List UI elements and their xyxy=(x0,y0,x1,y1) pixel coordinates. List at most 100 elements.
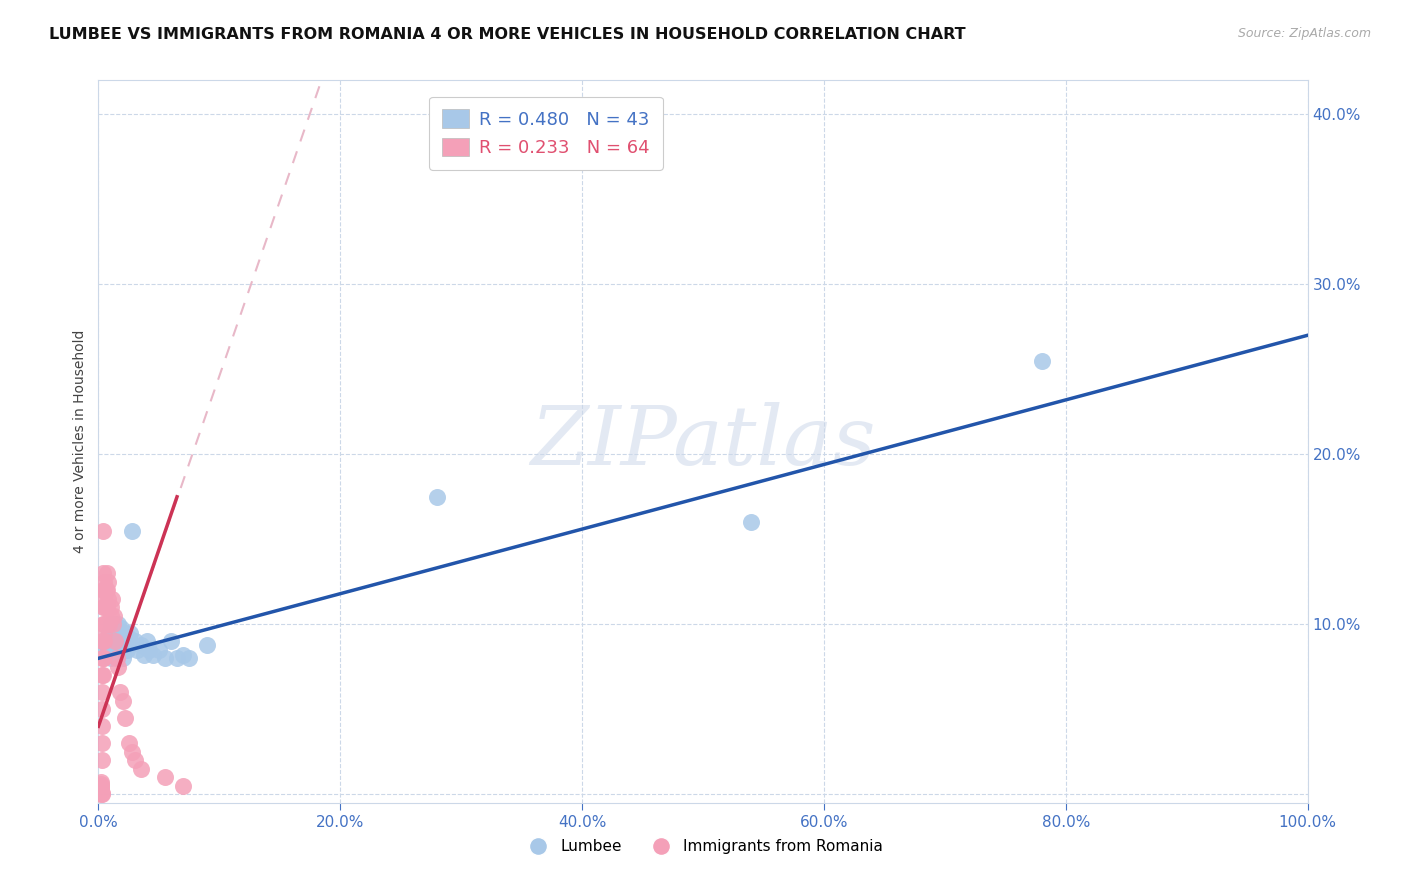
Point xyxy=(93,574,115,589)
Point xyxy=(91,634,114,648)
Point xyxy=(90,784,112,798)
Point xyxy=(105,625,128,640)
Point xyxy=(91,786,114,800)
Point xyxy=(124,634,146,648)
Point xyxy=(108,634,131,648)
Point xyxy=(111,651,134,665)
Point xyxy=(108,642,131,657)
Point xyxy=(118,631,141,645)
Point xyxy=(90,782,112,797)
Point xyxy=(98,625,121,640)
Point xyxy=(89,782,111,797)
Point xyxy=(105,634,128,648)
Point xyxy=(138,642,160,657)
Point xyxy=(172,779,194,793)
Point xyxy=(129,762,152,776)
Point xyxy=(153,770,176,784)
Point xyxy=(118,736,141,750)
Text: LUMBEE VS IMMIGRANTS FROM ROMANIA 4 OR MORE VEHICLES IN HOUSEHOLD CORRELATION CH: LUMBEE VS IMMIGRANTS FROM ROMANIA 4 OR M… xyxy=(49,27,966,42)
Point xyxy=(105,651,128,665)
Point xyxy=(91,753,114,767)
Point xyxy=(124,753,146,767)
Point xyxy=(104,634,127,648)
Point xyxy=(129,638,152,652)
Point xyxy=(105,651,128,665)
Point xyxy=(111,634,134,648)
Point xyxy=(94,600,117,615)
Point xyxy=(100,651,122,665)
Point xyxy=(114,711,136,725)
Point xyxy=(121,524,143,538)
Point xyxy=(90,779,112,793)
Point xyxy=(97,642,120,657)
Point xyxy=(94,617,117,632)
Point xyxy=(93,583,115,598)
Point xyxy=(179,651,201,665)
Point xyxy=(90,777,112,791)
Point xyxy=(100,625,122,640)
Point xyxy=(107,660,129,674)
Point xyxy=(166,651,188,665)
Point xyxy=(118,625,141,640)
Point xyxy=(100,591,122,606)
Point xyxy=(91,566,114,581)
Point xyxy=(195,638,218,652)
Point xyxy=(93,634,115,648)
Point xyxy=(100,608,122,623)
Legend: Lumbee, Immigrants from Romania: Lumbee, Immigrants from Romania xyxy=(516,833,890,860)
Point xyxy=(114,642,136,657)
Point xyxy=(121,745,143,759)
Point xyxy=(96,583,118,598)
Point xyxy=(91,651,114,665)
Point xyxy=(108,685,131,699)
Point xyxy=(135,634,157,648)
Point xyxy=(91,634,114,648)
Point xyxy=(426,490,449,504)
Point xyxy=(91,524,114,538)
Point xyxy=(115,634,138,648)
Point xyxy=(97,591,120,606)
Point xyxy=(103,617,125,632)
Point xyxy=(93,617,115,632)
Point xyxy=(91,787,114,801)
Point xyxy=(110,621,132,635)
Point xyxy=(117,642,139,657)
Point xyxy=(91,719,114,733)
Point xyxy=(100,617,122,632)
Point xyxy=(90,787,112,801)
Point xyxy=(91,668,114,682)
Point xyxy=(114,625,136,640)
Text: Source: ZipAtlas.com: Source: ZipAtlas.com xyxy=(1237,27,1371,40)
Point xyxy=(153,651,176,665)
Point xyxy=(90,780,112,795)
Point xyxy=(148,642,170,657)
Point xyxy=(91,668,114,682)
Text: ZIPatlas: ZIPatlas xyxy=(530,401,876,482)
Point xyxy=(108,625,131,640)
Point xyxy=(96,600,118,615)
Point xyxy=(91,617,114,632)
Point xyxy=(101,634,124,648)
Point xyxy=(101,617,124,632)
Point xyxy=(142,648,165,662)
Point xyxy=(91,702,114,716)
Point xyxy=(127,642,149,657)
Point xyxy=(97,574,120,589)
Point xyxy=(93,642,115,657)
Point xyxy=(160,634,183,648)
Point xyxy=(107,617,129,632)
Point xyxy=(100,600,122,615)
Point xyxy=(96,634,118,648)
Point xyxy=(111,694,134,708)
Point xyxy=(98,617,121,632)
Point xyxy=(91,651,114,665)
Point xyxy=(89,780,111,795)
Point xyxy=(740,516,762,530)
Point xyxy=(89,786,111,800)
Point xyxy=(94,583,117,598)
Point xyxy=(91,600,114,615)
Point xyxy=(91,736,114,750)
Point xyxy=(103,608,125,623)
Point xyxy=(89,784,111,798)
Point xyxy=(91,583,114,598)
